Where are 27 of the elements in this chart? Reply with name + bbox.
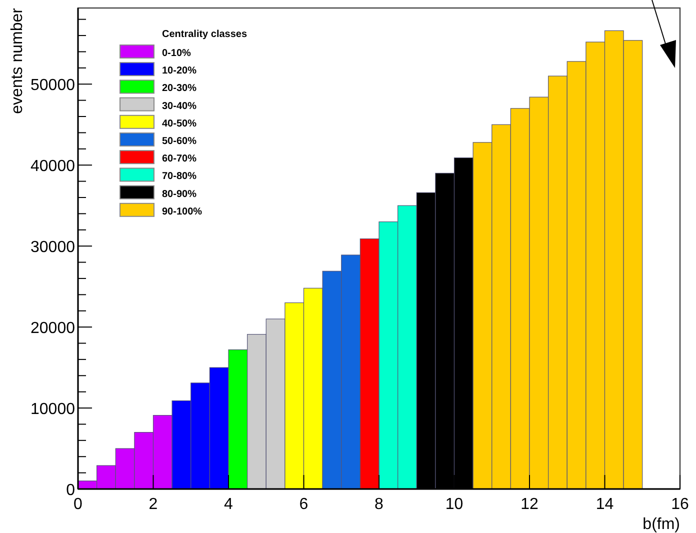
y-tick-label: 0 (66, 482, 76, 499)
x-axis-title: b(fm) (642, 516, 680, 533)
y-tick-label: 40000 (30, 158, 76, 176)
x-tick-label: 14 (596, 496, 614, 513)
y-tick-label: 20000 (30, 320, 76, 338)
y-tick-label: 50000 (30, 77, 76, 94)
legend-label: 10-20% (162, 66, 197, 77)
y-tick-label: 30000 (30, 239, 76, 256)
legend-title: Centrality classes (162, 29, 248, 40)
legend-label: 70-80% (162, 171, 197, 182)
x-tick-label: 6 (299, 496, 308, 513)
y-axis-title: events number (9, 7, 26, 114)
x-tick-label: 8 (374, 496, 384, 513)
legend-label: 20-30% (162, 83, 197, 94)
x-tick-label: 16 (671, 496, 689, 513)
legend-label: 30-40% (162, 100, 197, 112)
x-tick-label: 10 (445, 496, 464, 513)
legend-label: 90-100% (162, 206, 202, 218)
x-tick-label: 12 (520, 496, 538, 513)
legend-label: 40-50% (162, 118, 197, 130)
legend-label: 80-90% (162, 188, 197, 200)
y-tick-label: 10000 (30, 401, 76, 418)
legend-label: 0-10% (162, 48, 192, 59)
legend-label: 50-60% (162, 136, 197, 147)
x-tick-label: 2 (148, 496, 158, 513)
x-tick-label: 4 (224, 496, 234, 513)
legend-label: 60-70% (162, 154, 197, 165)
